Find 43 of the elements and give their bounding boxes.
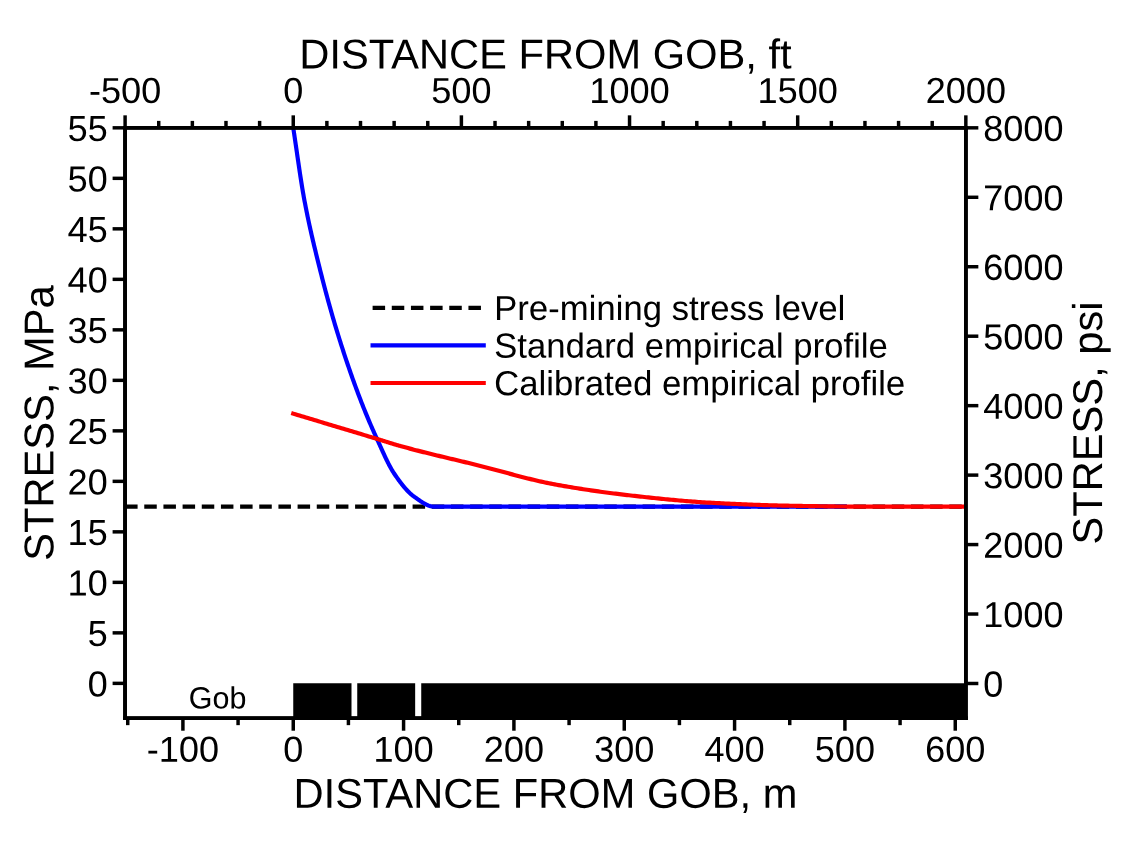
y-axis-title: STRESS, MPa	[24, 285, 59, 559]
y2-tick-label: 2000	[985, 532, 1063, 559]
y-tick-label: 25	[69, 418, 107, 445]
y-tick-label: 30	[68, 368, 107, 394]
y-tick-label: 35	[68, 317, 107, 344]
y2-tick-label: 0	[984, 671, 1002, 697]
y-tick-label: 40	[68, 267, 107, 293]
y2-tick-label: 8000	[984, 115, 1063, 142]
x2-tick-label: 500	[432, 77, 491, 104]
x2-tick-label: 1500	[760, 77, 837, 104]
y-tick-label: 55	[69, 116, 107, 142]
x2-axis-title: DISTANCE FROM GOB, ft	[302, 38, 792, 74]
y-tick-label: 45	[68, 217, 107, 243]
y-tick-label: 15	[70, 520, 107, 546]
y-tick-label: 10	[70, 570, 107, 596]
y-tick-label: 20	[69, 469, 107, 495]
y-tick-label: 0	[89, 671, 107, 697]
y2-tick-label: 3000	[984, 462, 1063, 489]
legend-label: Calibrated empirical profile	[495, 370, 904, 403]
y-tick-label: 50	[69, 166, 107, 192]
x-tick-label: 500	[816, 736, 874, 763]
x-tick-label: 400	[705, 736, 764, 763]
y2-tick-label: 6000	[985, 254, 1063, 281]
x-tick-label: -100	[148, 736, 218, 763]
y2-tick-label: 7000	[985, 185, 1063, 211]
x-tick-label: 0	[284, 736, 302, 763]
x-tick-label: 100	[376, 736, 433, 763]
x-tick-label: 200	[485, 736, 543, 763]
x-tick-label: 300	[595, 736, 653, 763]
y2-tick-label: 1000	[985, 601, 1063, 628]
x-tick-label: 600	[926, 736, 984, 763]
x-axis-title: DISTANCE FROM GOB, m	[296, 778, 795, 814]
legend-label: Standard empirical profile	[495, 332, 887, 365]
y2-tick-label: 4000	[984, 393, 1063, 420]
y-tick-label: 5	[89, 621, 107, 647]
x2-tick-label: 0	[284, 77, 302, 104]
annotation: Gob	[190, 686, 246, 709]
y2-axis-title: STRESS, psi	[1071, 304, 1111, 543]
x2-tick-label: 1000	[592, 77, 669, 104]
legend-label: Pre-mining stress level	[496, 294, 843, 328]
x2-tick-label: -500	[90, 77, 160, 104]
x2-tick-label: 2000	[927, 77, 1005, 104]
y2-tick-label: 5000	[984, 324, 1063, 350]
